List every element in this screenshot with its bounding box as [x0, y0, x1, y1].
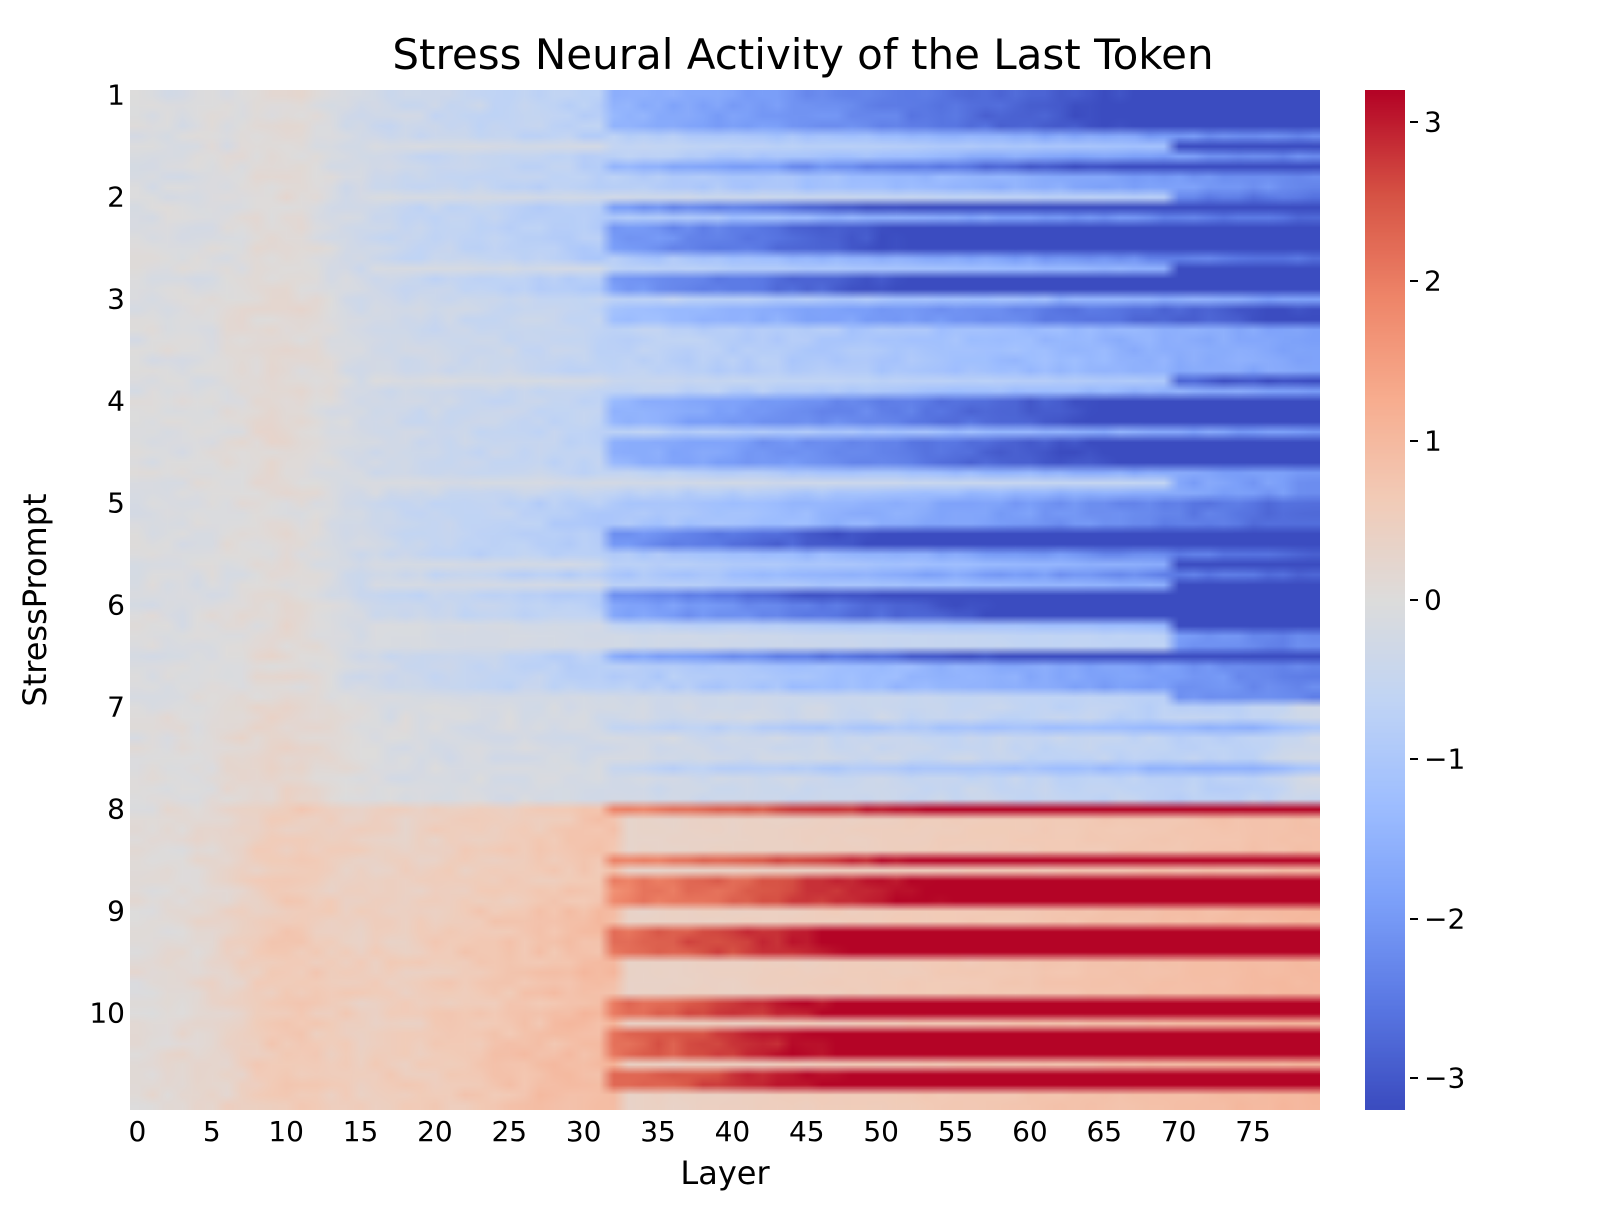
- heatmap-plot-area: [130, 90, 1320, 1110]
- y-tick-label: 9: [107, 895, 125, 928]
- colorbar: [1365, 90, 1405, 1110]
- x-tick-label: 65: [1086, 1115, 1122, 1148]
- heatmap-canvas: [130, 90, 1320, 1110]
- colorbar-tick-label: −2: [1424, 902, 1465, 935]
- y-axis-label: StressPrompt: [16, 493, 54, 706]
- x-tick-label: 30: [566, 1115, 602, 1148]
- x-axis-ticks: 0 5 10 15 20 25 30 35 40 45 50 55 60 65 70 75: [130, 1115, 1320, 1155]
- colorbar-tick-label: −1: [1424, 743, 1465, 776]
- colorbar-tick-mark: [1410, 758, 1418, 760]
- x-tick-label: 75: [1235, 1115, 1271, 1148]
- x-axis-label: Layer: [680, 1154, 769, 1192]
- y-tick-label: 1: [107, 79, 125, 112]
- x-tick-label: 45: [789, 1115, 825, 1148]
- y-tick-label: 6: [107, 589, 125, 622]
- x-tick-label: 55: [938, 1115, 974, 1148]
- chart-title: Stress Neural Activity of the Last Token: [392, 30, 1213, 79]
- colorbar-tick-mark: [1410, 121, 1418, 123]
- x-tick-label: 50: [863, 1115, 899, 1148]
- x-tick-label: 0: [129, 1115, 147, 1148]
- colorbar-canvas: [1365, 90, 1405, 1110]
- x-tick-label: 60: [1012, 1115, 1048, 1148]
- heatmap-chart: Stress Neural Activity of the Last Token…: [20, 20, 1586, 1202]
- colorbar-tick-label: −3: [1424, 1062, 1465, 1095]
- colorbar-tick-mark: [1410, 440, 1418, 442]
- y-tick-label: 10: [89, 997, 125, 1030]
- colorbar-tick-label: 1: [1424, 424, 1442, 457]
- y-tick-label: 7: [107, 691, 125, 724]
- colorbar-tick-label: 0: [1424, 584, 1442, 617]
- colorbar-tick-mark: [1410, 918, 1418, 920]
- y-tick-label: 4: [107, 385, 125, 418]
- x-tick-label: 20: [417, 1115, 453, 1148]
- y-tick-label: 8: [107, 793, 125, 826]
- x-tick-label: 25: [491, 1115, 527, 1148]
- colorbar-tick-label: 3: [1424, 105, 1442, 138]
- colorbar-ticks: −3 −2 −1 0 1 2 3: [1410, 90, 1490, 1110]
- y-tick-label: 3: [107, 283, 125, 316]
- colorbar-tick-mark: [1410, 599, 1418, 601]
- y-axis-ticks: 12345678910: [80, 90, 125, 1110]
- x-tick-label: 5: [203, 1115, 221, 1148]
- y-tick-label: 2: [107, 181, 125, 214]
- x-tick-label: 10: [268, 1115, 304, 1148]
- x-tick-label: 40: [715, 1115, 751, 1148]
- x-tick-label: 15: [343, 1115, 379, 1148]
- colorbar-tick-label: 2: [1424, 265, 1442, 298]
- colorbar-tick-mark: [1410, 1077, 1418, 1079]
- x-tick-label: 70: [1161, 1115, 1197, 1148]
- x-tick-label: 35: [640, 1115, 676, 1148]
- colorbar-tick-mark: [1410, 280, 1418, 282]
- y-tick-label: 5: [107, 487, 125, 520]
